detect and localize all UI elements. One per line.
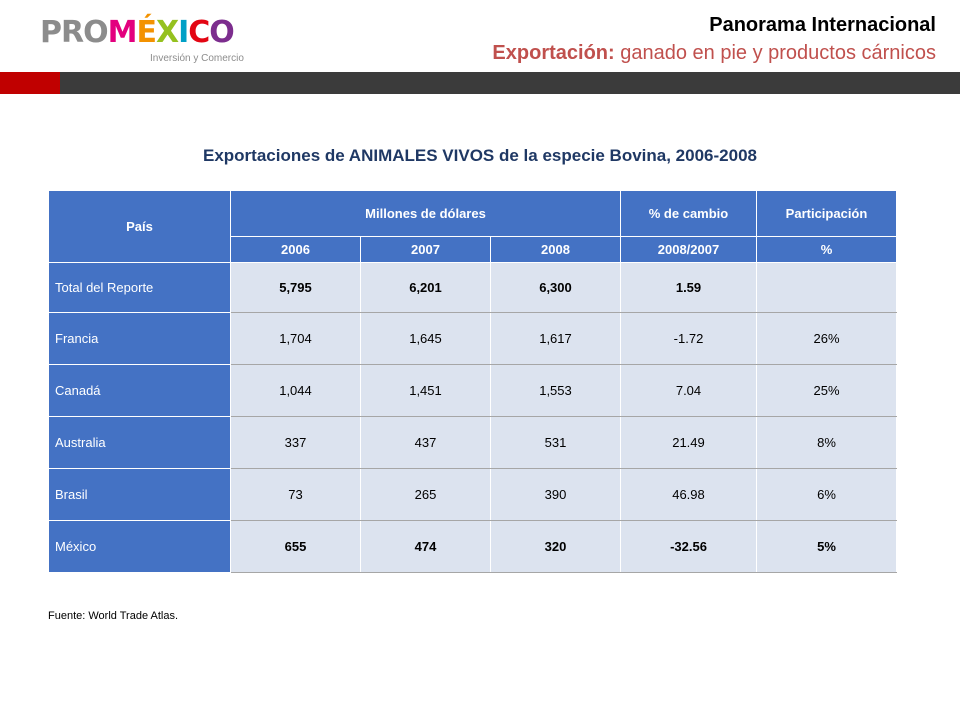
cell-change: -32.56 [620,520,757,573]
logo-tagline: Inversión y Comercio [150,53,244,64]
logo-letter-o: O [209,15,234,50]
promexico-logo: PROMÉXICO Inversión y Comercio [40,16,270,68]
cell-change: 1.59 [620,262,757,313]
cell-2008: 1,553 [490,364,621,417]
cell-2007: 265 [360,468,491,521]
cell-2007: 437 [360,416,491,469]
header-year-2007: 2007 [360,236,491,263]
exports-table: País Millones de dólares % de cambio Par… [48,190,897,573]
logo-wordmark: PROMÉXICO [40,15,235,50]
cell-change: -1.72 [620,312,757,365]
cell-2006: 5,795 [230,262,361,313]
cell-2006: 1,044 [230,364,361,417]
header-millions: Millones de dólares [230,190,621,237]
header-divider-bar [0,72,960,94]
cell-2008: 390 [490,468,621,521]
cell-change: 46.98 [620,468,757,521]
cell-2006: 655 [230,520,361,573]
cell-2008: 320 [490,520,621,573]
header-share: Participación [756,190,897,237]
header-change-period: 2008/2007 [620,236,757,263]
cell-2006: 73 [230,468,361,521]
cell-2007: 1,645 [360,312,491,365]
cell-2008: 531 [490,416,621,469]
cell-2006: 337 [230,416,361,469]
cell-change: 7.04 [620,364,757,417]
row-country: Australia [48,416,231,469]
logo-letter-m: M [107,15,138,50]
header-share-unit: % [756,236,897,263]
header-year-2006: 2006 [230,236,361,263]
cell-2008: 1,617 [490,312,621,365]
cell-share: 8% [756,416,897,469]
header-red-block [0,72,60,94]
cell-share: 6% [756,468,897,521]
row-country: Brasil [48,468,231,521]
cell-2007: 6,201 [360,262,491,313]
table-row: México 655 474 320 -32.56 5% [48,520,897,573]
cell-share: 5% [756,520,897,573]
cell-2007: 474 [360,520,491,573]
header-country: País [48,190,231,263]
row-country: México [48,520,231,573]
subtitle-rest: ganado en pie y productos cárnicos [614,42,936,64]
subtitle-bold: Exportación: [492,42,615,64]
table-row: Brasil 73 265 390 46.98 6% [48,468,897,521]
table-row: Francia 1,704 1,645 1,617 -1.72 26% [48,312,897,365]
logo-pro: PRO [40,15,109,50]
page-subtitle: Exportación: ganado en pie y productos c… [492,42,936,65]
table-row: Australia 337 437 531 21.49 8% [48,416,897,469]
logo-letter-i: I [178,15,189,50]
logo-letter-e: É [136,15,156,50]
row-country: Francia [48,312,231,365]
cell-share: 26% [756,312,897,365]
cell-change: 21.49 [620,416,757,469]
header-change: % de cambio [620,190,757,237]
row-country: Total del Reporte [48,262,231,313]
cell-2007: 1,451 [360,364,491,417]
logo-letter-x: X [155,15,179,50]
header-year-2008: 2008 [490,236,621,263]
cell-2006: 1,704 [230,312,361,365]
logo-letter-c: C [188,15,210,50]
page-title: Panorama Internacional [709,14,936,36]
source-note: Fuente: World Trade Atlas. [48,610,179,622]
row-country: Canadá [48,364,231,417]
cell-share: 25% [756,364,897,417]
table-row: Total del Reporte 5,795 6,201 6,300 1.59 [48,262,897,313]
cell-share [756,262,897,313]
table-title: Exportaciones de ANIMALES VIVOS de la es… [203,146,757,165]
cell-2008: 6,300 [490,262,621,313]
table-row: Canadá 1,044 1,451 1,553 7.04 25% [48,364,897,417]
